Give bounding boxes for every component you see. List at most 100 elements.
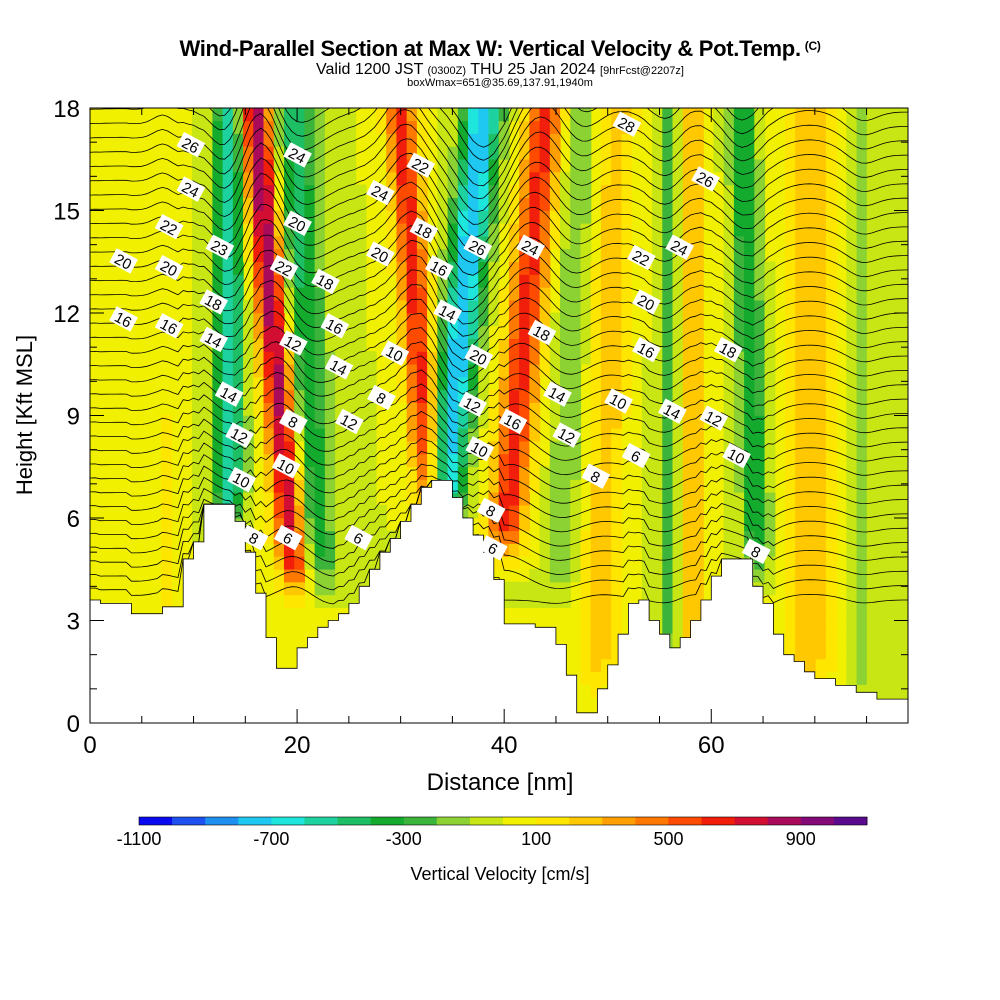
isentrope-label: 14 [324, 354, 354, 380]
velocity-cell [825, 389, 837, 403]
velocity-cell [345, 568, 357, 583]
velocity-cell [304, 158, 316, 173]
velocity-cell [335, 594, 346, 608]
isentrope-label-bg [239, 524, 269, 551]
velocity-cell [335, 248, 346, 263]
isentrope-label: 26 [463, 234, 493, 260]
velocity-cell [672, 158, 684, 173]
velocity-cell [304, 453, 316, 468]
velocity-cell [692, 543, 704, 557]
velocity-cell [723, 492, 735, 506]
velocity-cell [416, 235, 428, 250]
isentrope-label-text: 26 [694, 169, 717, 192]
isentrope-label-text: 16 [634, 340, 657, 363]
velocity-cell [897, 210, 908, 224]
velocity-cell [549, 184, 561, 198]
velocity-cell [764, 504, 776, 519]
velocity-cell [662, 363, 674, 378]
velocity-cell [805, 428, 817, 442]
velocity-cell [600, 108, 612, 122]
velocity-cell [161, 428, 173, 442]
velocity-cell [539, 120, 551, 134]
velocity-cell [539, 594, 551, 608]
velocity-cell [549, 158, 561, 173]
colorbar-swatch [833, 817, 868, 825]
velocity-cell [641, 568, 653, 583]
velocity-cell [519, 299, 530, 314]
velocity-cell [304, 261, 316, 275]
velocity-cell [600, 389, 612, 403]
velocity-cell [785, 338, 796, 352]
velocity-cell [202, 389, 213, 403]
velocity-cell [785, 108, 796, 122]
velocity-cell [243, 402, 254, 416]
velocity-cell [692, 120, 704, 134]
y-tick-label: 9 [67, 404, 80, 431]
velocity-cell [263, 440, 275, 455]
velocity-cell [273, 517, 285, 532]
velocity-cell [406, 363, 418, 378]
velocity-cell [672, 299, 684, 314]
velocity-cell [560, 338, 571, 352]
velocity-cell [815, 171, 827, 186]
velocity-cell [478, 363, 490, 378]
isentrope-label-text: 18 [716, 340, 739, 363]
velocity-cell [488, 492, 500, 506]
velocity-cell [754, 197, 766, 211]
velocity-cell [580, 184, 592, 198]
isentrope-label-bg [465, 436, 495, 462]
velocity-cell [805, 415, 817, 429]
velocity-cell [376, 543, 387, 557]
velocity-cell [887, 299, 899, 314]
velocity-cell [498, 351, 510, 365]
velocity-cell [263, 479, 275, 493]
velocity-cell [897, 568, 908, 583]
velocity-cell [283, 504, 295, 519]
velocity-cell [785, 607, 796, 621]
velocity-cell [825, 197, 837, 211]
velocity-cell [795, 197, 807, 211]
velocity-cell [682, 466, 694, 480]
isentrope-label-text: 14 [202, 329, 225, 352]
velocity-cell [611, 171, 622, 186]
velocity-cell [672, 120, 684, 134]
velocity-cell [590, 607, 602, 621]
velocity-cell [498, 402, 510, 416]
velocity-cell [519, 376, 530, 391]
velocity-cell [692, 466, 704, 480]
velocity-cell [222, 158, 234, 173]
velocity-cell [232, 351, 244, 365]
velocity-cell [785, 389, 796, 403]
velocity-cell [590, 274, 602, 288]
velocity-cell [805, 530, 817, 544]
velocity-cell [795, 325, 807, 339]
velocity-cell [447, 274, 459, 288]
isentrope-label: 10 [271, 453, 301, 479]
velocity-cell [273, 146, 285, 160]
velocity-cell [345, 402, 357, 416]
velocity-cell [324, 504, 336, 519]
velocity-cell [294, 274, 306, 288]
velocity-cell [733, 223, 745, 237]
velocity-cell [866, 479, 878, 493]
velocity-cell [672, 517, 684, 532]
velocity-cell [723, 274, 735, 288]
velocity-cell [846, 133, 858, 147]
velocity-cell [825, 479, 837, 493]
velocity-cell [457, 146, 469, 160]
velocity-cell [191, 504, 203, 519]
velocity-cell [590, 415, 602, 429]
velocity-cell [856, 210, 868, 224]
velocity-cell [457, 261, 469, 275]
velocity-cell [856, 517, 868, 532]
velocity-cell [825, 338, 837, 352]
velocity-cell [478, 158, 490, 173]
velocity-cell [897, 620, 908, 634]
velocity-cell [376, 504, 387, 519]
velocity-cell [508, 363, 520, 378]
velocity-cell [754, 133, 766, 147]
velocity-cell [856, 543, 868, 557]
isentrope-label: 24 [176, 176, 206, 202]
velocity-cell [263, 351, 275, 365]
